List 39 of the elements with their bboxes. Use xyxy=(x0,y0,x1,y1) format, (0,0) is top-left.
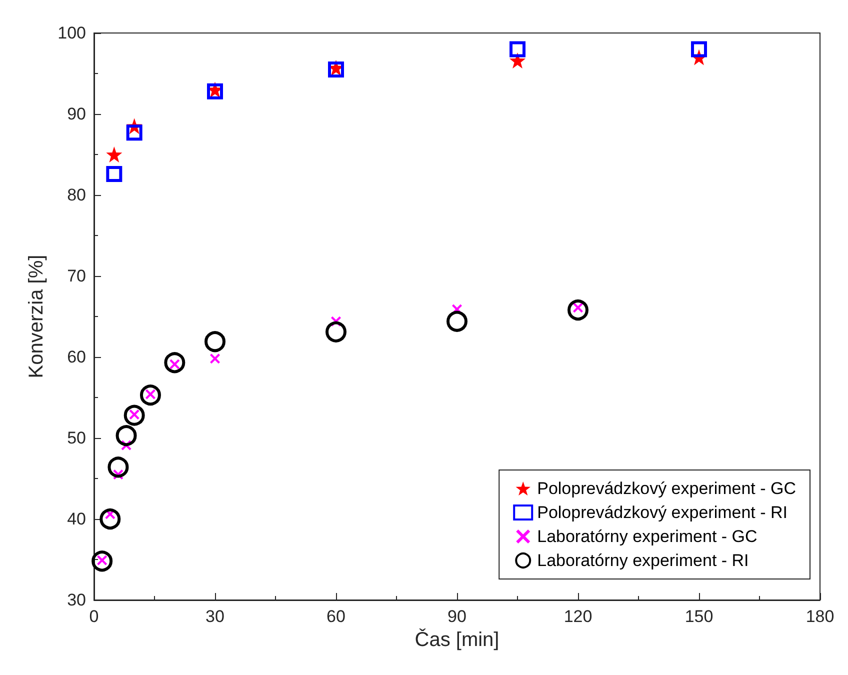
legend-label: Poloprevádzkový experiment - RI xyxy=(537,503,788,522)
point xyxy=(108,456,129,478)
x-tick-label: 0 xyxy=(89,607,99,626)
legend-label: Poloprevádzkový experiment - GC xyxy=(537,479,796,498)
y-tick-label: 70 xyxy=(67,266,86,286)
point xyxy=(446,310,468,332)
point xyxy=(124,404,145,426)
y-tick-label: 90 xyxy=(67,104,86,124)
x-axis-title: Čas [min] xyxy=(414,628,500,651)
point xyxy=(691,41,707,58)
x-tick-label: 90 xyxy=(448,607,466,626)
point xyxy=(164,352,186,374)
x-tick-label: 60 xyxy=(326,607,346,626)
legend-label: Laboratórny experiment - RI xyxy=(537,551,749,570)
legend-label: Laboratórny experiment - GC xyxy=(537,527,758,546)
y-tick-label: 30 xyxy=(67,590,86,610)
x-tick-label: 30 xyxy=(206,607,224,626)
x-tick-label: 180 xyxy=(806,607,834,626)
point xyxy=(106,166,122,182)
point xyxy=(116,425,137,446)
point xyxy=(106,146,122,162)
y-tick-label: 60 xyxy=(67,348,86,366)
point xyxy=(568,300,588,321)
y-axis-title: Konverzia [%] xyxy=(26,254,48,378)
x-tick-label: 120 xyxy=(564,607,592,626)
y-tick-label: 50 xyxy=(67,428,86,448)
point xyxy=(210,354,220,364)
y-tick-label: 100 xyxy=(58,24,86,42)
x-tick-label: 150 xyxy=(684,607,714,626)
y-tick-label: 40 xyxy=(67,510,86,528)
point xyxy=(326,321,346,342)
y-tick-label: 80 xyxy=(67,186,86,204)
point xyxy=(140,384,161,406)
point xyxy=(204,331,226,352)
point xyxy=(100,508,121,530)
point xyxy=(510,41,526,58)
point xyxy=(126,124,142,141)
point xyxy=(92,550,113,572)
point xyxy=(510,52,526,69)
